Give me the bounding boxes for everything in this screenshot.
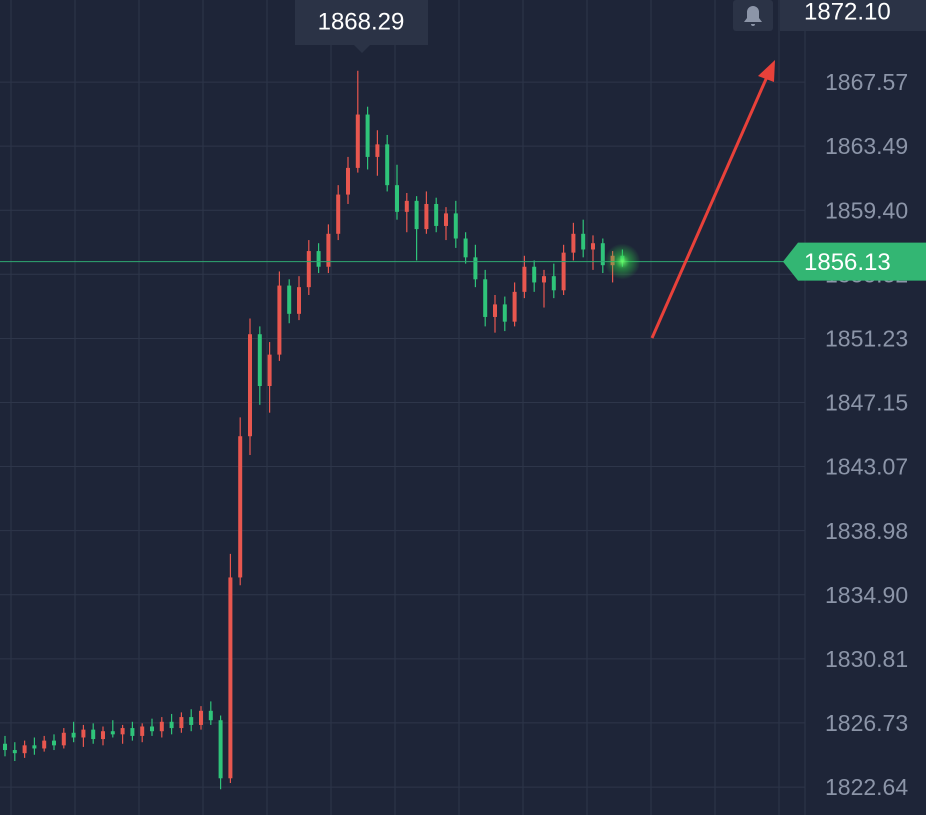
candle-body — [32, 745, 37, 749]
y-tick-label: 1859.40 — [825, 197, 908, 223]
candle-body — [218, 720, 223, 779]
candle-body — [297, 287, 301, 314]
candle-body — [444, 213, 448, 226]
candle-body — [493, 304, 497, 317]
candle-body — [179, 717, 184, 729]
candle-body — [257, 334, 262, 387]
alert-price-tag — [780, 0, 926, 31]
y-tick-label: 1867.57 — [825, 69, 908, 95]
candle-body — [159, 721, 164, 732]
arrow-line — [650, 69, 772, 339]
candle-body — [248, 334, 252, 437]
candle-body — [355, 114, 360, 168]
candle-body — [277, 285, 282, 355]
candle-body — [267, 354, 272, 387]
y-tick-label: 1838.98 — [825, 518, 908, 544]
candle-body — [228, 577, 233, 779]
candle-body — [169, 721, 174, 729]
candle-body — [71, 732, 76, 738]
candle-body — [571, 233, 576, 253]
overlay: 1856.13 1868.29 1872.10 — [0, 0, 926, 281]
y-tick-label: 1847.15 — [825, 390, 908, 416]
candles — [3, 70, 625, 790]
y-tick-label: 1826.73 — [825, 710, 908, 736]
candle-body — [306, 251, 311, 288]
candle-body — [140, 726, 145, 736]
candle-body — [591, 243, 595, 250]
bell-icon — [744, 6, 762, 26]
candle-body — [453, 213, 458, 239]
current-price-label: 1856.13 — [804, 249, 891, 276]
current-price-glow — [604, 243, 641, 280]
candle-body — [512, 291, 517, 322]
candle-body — [81, 729, 86, 738]
candle-body — [375, 144, 380, 157]
candle-body — [22, 745, 27, 754]
candle-body — [346, 167, 350, 195]
y-tick-label: 1843.07 — [825, 454, 908, 480]
candle-body — [316, 251, 321, 267]
candle-body — [395, 185, 399, 212]
y-tick-label: 1863.49 — [825, 133, 908, 159]
candle-body — [473, 257, 478, 280]
candle-body — [522, 266, 527, 292]
y-tick-label: 1851.23 — [825, 326, 908, 352]
candle-body — [414, 200, 419, 230]
candle-body — [551, 276, 556, 291]
candle-body — [110, 731, 115, 735]
candle-body — [404, 200, 409, 212]
candle-body — [463, 238, 468, 258]
candle-body — [130, 728, 135, 736]
max-price-label: 1868.29 — [318, 8, 405, 35]
candle-body — [434, 203, 439, 226]
y-tick-label: 1830.81 — [825, 646, 908, 672]
candle-body — [600, 243, 605, 266]
candle-body — [42, 740, 47, 749]
candle-body — [326, 233, 331, 267]
candle-body — [208, 710, 213, 721]
candle-body — [561, 252, 566, 291]
candle-body — [91, 729, 96, 740]
candle-body — [120, 728, 125, 735]
y-tick-label: 1834.90 — [825, 582, 908, 608]
vertical-grid — [10, 0, 806, 815]
candle-body — [52, 740, 56, 746]
alert-price-label: 1872.10 — [804, 0, 891, 25]
candle-body — [287, 285, 292, 314]
candle-body — [385, 144, 390, 186]
candle-body — [424, 203, 429, 230]
candle-body — [189, 717, 194, 725]
candle-body — [502, 304, 507, 322]
candle-body — [150, 726, 154, 732]
candle-body — [336, 194, 341, 234]
candle-body — [101, 731, 105, 740]
candle-body — [61, 732, 66, 746]
candle-body — [532, 266, 537, 283]
candle-body — [365, 114, 370, 157]
max-price-tooltip — [295, 0, 428, 53]
y-tick-label: 1822.64 — [825, 774, 908, 800]
candle-body — [483, 279, 488, 317]
candle-body — [3, 743, 7, 751]
current-price-tag — [783, 242, 926, 281]
candle-body — [542, 276, 546, 283]
arrow-head — [758, 60, 775, 82]
candle-body — [199, 710, 203, 725]
candle-body — [581, 233, 586, 250]
candle-body — [12, 750, 17, 754]
candle-body — [238, 436, 243, 578]
